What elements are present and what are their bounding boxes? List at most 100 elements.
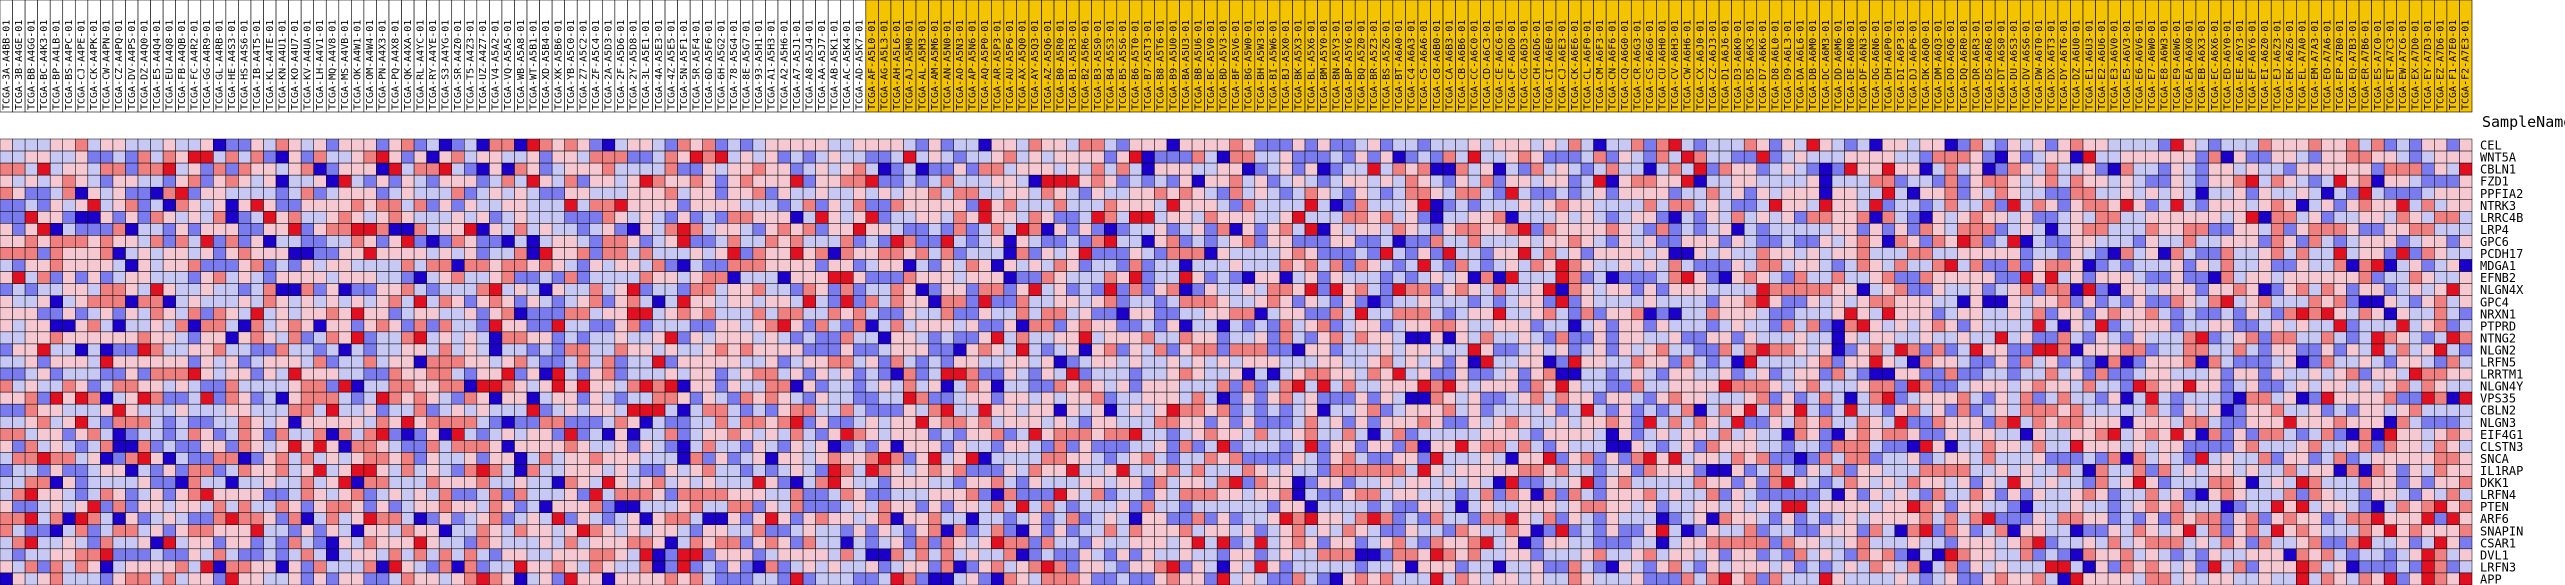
heatmap-cell — [1405, 283, 1419, 296]
heatmap-cell — [1593, 138, 1607, 152]
heatmap-cell — [200, 186, 214, 200]
heatmap-cell — [225, 271, 239, 284]
heatmap-cell — [1756, 259, 1770, 272]
heatmap-cell — [1643, 186, 1657, 200]
heatmap-cell — [1543, 391, 1557, 405]
heatmap-cell — [338, 162, 352, 176]
heatmap-cell — [1053, 199, 1067, 212]
heatmap-cell — [1041, 271, 1055, 284]
heatmap-cell — [2145, 307, 2159, 321]
heatmap-cell — [1229, 247, 1243, 260]
heatmap-cell — [413, 331, 427, 345]
heatmap-cell — [1078, 174, 1092, 188]
heatmap-cell — [1982, 379, 1996, 393]
heatmap-cell — [263, 174, 277, 188]
heatmap-cell — [2120, 138, 2134, 152]
heatmap-cell — [639, 138, 653, 152]
heatmap-cell — [2409, 247, 2423, 260]
heatmap-cell — [1994, 319, 2008, 333]
heatmap-cell — [853, 367, 867, 381]
heatmap-cell — [677, 162, 691, 176]
heatmap-cell — [1292, 138, 1306, 152]
heatmap-cell — [363, 174, 377, 188]
heatmap-cell — [878, 391, 892, 405]
heatmap-cell — [1103, 150, 1118, 164]
heatmap-cell — [275, 223, 289, 236]
heatmap-cell — [1367, 403, 1381, 417]
heatmap-cell — [2358, 247, 2372, 260]
heatmap-cell — [689, 162, 703, 176]
heatmap-cell — [1292, 259, 1306, 272]
heatmap-cell — [2145, 223, 2159, 236]
heatmap-cell — [2132, 223, 2146, 236]
heatmap-cell — [175, 343, 189, 357]
heatmap-cell — [1166, 319, 1180, 333]
heatmap-cell — [49, 235, 63, 248]
heatmap-cell — [1367, 150, 1381, 164]
heatmap-cell — [2333, 403, 2347, 417]
heatmap-cell — [1856, 247, 1870, 260]
heatmap-cell — [1668, 367, 1682, 381]
heatmap-cell — [1103, 247, 1118, 260]
heatmap-cell — [2296, 271, 2310, 284]
heatmap-cell — [1932, 247, 1946, 260]
sample-label: TCGA-KL-A4TE-01 — [265, 20, 276, 110]
heatmap-cell — [740, 271, 754, 284]
heatmap-cell — [1505, 199, 1519, 212]
heatmap-cell — [1129, 247, 1143, 260]
heatmap-cell — [451, 199, 465, 212]
sample-label: TCGA-CZ-A4PQ-01 — [114, 20, 125, 110]
heatmap-cell — [2158, 162, 2172, 176]
heatmap-cell — [765, 247, 779, 260]
heatmap-cell — [740, 343, 754, 357]
heatmap-cell — [162, 211, 176, 224]
heatmap-cell — [187, 379, 202, 393]
heatmap-cell — [1631, 259, 1645, 272]
heatmap-cell — [1292, 295, 1306, 309]
heatmap-cell — [1994, 391, 2008, 405]
heatmap-cell — [1681, 174, 1695, 188]
heatmap-cell — [2233, 186, 2247, 200]
heatmap-cell — [1455, 331, 1469, 345]
heatmap-cell — [2296, 343, 2310, 357]
heatmap-cell — [75, 403, 89, 417]
heatmap-cell — [1982, 343, 1996, 357]
heatmap-cell — [1543, 150, 1557, 164]
heatmap-cell — [1304, 355, 1318, 369]
heatmap-cell — [1706, 186, 1720, 200]
heatmap-cell — [1154, 331, 1168, 345]
heatmap-cell — [1417, 162, 1431, 176]
heatmap-cell — [765, 211, 779, 224]
heatmap-cell — [765, 391, 779, 405]
heatmap-cell — [1894, 186, 1908, 200]
sample-label: TCGA-MS-A4VB-01 — [340, 20, 351, 110]
heatmap-cell — [827, 403, 841, 417]
heatmap-cell — [1631, 199, 1645, 212]
heatmap-cell — [1016, 199, 1030, 212]
heatmap-cell — [1957, 343, 1971, 357]
heatmap-cell — [1869, 259, 1883, 272]
heatmap-cell — [1367, 295, 1381, 309]
heatmap-cell — [200, 295, 214, 309]
heatmap-cell — [49, 343, 63, 357]
heatmap-cell — [2195, 138, 2209, 152]
heatmap-cell — [1668, 174, 1682, 188]
heatmap-cell — [326, 247, 340, 260]
heatmap-cell — [1292, 211, 1306, 224]
heatmap-cell — [2383, 283, 2397, 296]
heatmap-cell — [1116, 319, 1130, 333]
heatmap-cell — [1681, 271, 1695, 284]
heatmap-cell — [1492, 295, 1507, 309]
heatmap-cell — [125, 307, 139, 321]
heatmap-cell — [2132, 283, 2146, 296]
heatmap-cell — [1806, 307, 1820, 321]
heatmap-cell — [1028, 391, 1042, 405]
heatmap-cell — [1806, 138, 1820, 152]
heatmap-cell — [2421, 271, 2435, 284]
heatmap-cell — [413, 379, 427, 393]
heatmap-cell — [2082, 247, 2096, 260]
heatmap-cell — [526, 162, 540, 176]
heatmap-cell — [2270, 162, 2285, 176]
heatmap-cell — [1706, 391, 1720, 405]
heatmap-cell — [0, 343, 13, 357]
